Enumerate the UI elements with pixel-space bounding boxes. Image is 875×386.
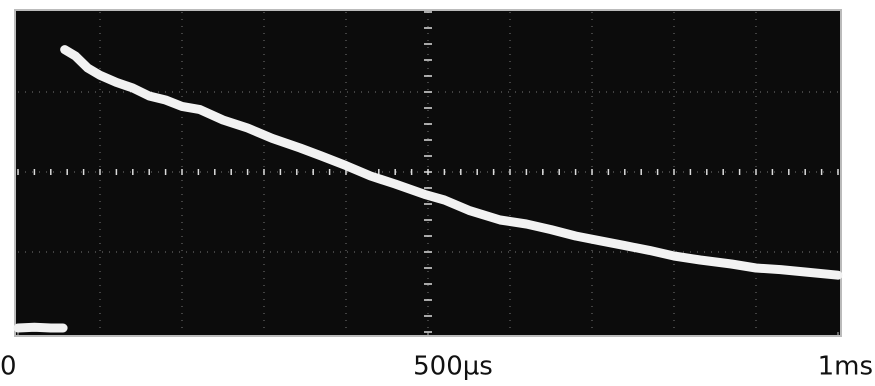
x-tick-label: 0: [0, 352, 17, 382]
chart: 0 500µs 1ms: [0, 0, 875, 386]
ticks: 0 500µs 1ms: [0, 332, 873, 382]
x-tick-label: 1ms: [818, 352, 873, 382]
x-tick-label: 500µs: [413, 352, 493, 382]
